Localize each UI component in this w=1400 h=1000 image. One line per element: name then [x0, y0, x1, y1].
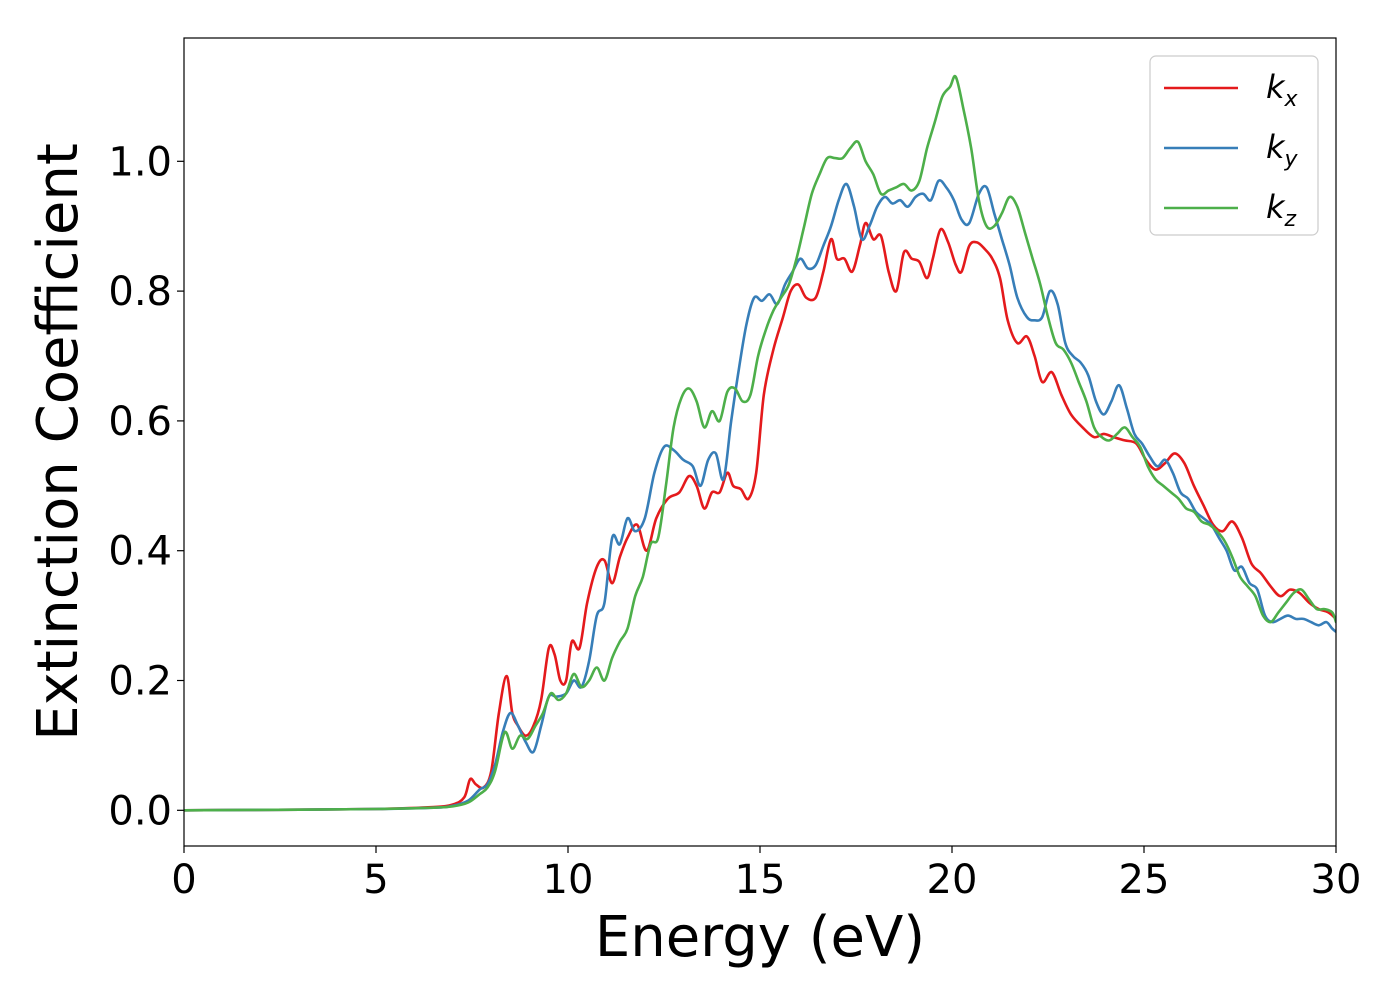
y-tick-label: 0.0 [108, 788, 172, 834]
y-tick-label: 0.2 [108, 659, 172, 705]
x-tick-label: 15 [735, 857, 786, 903]
x-tick-label: 25 [1119, 857, 1170, 903]
series-line-z [184, 74, 1336, 812]
series-line-x [184, 221, 1336, 812]
x-tick-label: 5 [363, 857, 388, 903]
legend-label-x: kx [1266, 68, 1299, 112]
legend-label-z: kz [1266, 188, 1297, 232]
y-tick-label: 1.0 [108, 139, 172, 185]
x-axis-title: Energy (eV) [595, 905, 925, 970]
series-layer [184, 74, 1336, 812]
x-tick-label: 10 [543, 857, 594, 903]
legend: kx ky kz [1149, 55, 1319, 236]
y-axis: 0.0 0.2 0.4 0.6 0.8 1.0 [108, 139, 184, 834]
x-tick-label: 20 [927, 857, 978, 903]
y-axis-title: Extinction Coefficient [26, 143, 91, 741]
y-tick-label: 0.4 [108, 529, 172, 575]
x-tick-label: 30 [1311, 857, 1362, 903]
y-tick-label: 0.8 [108, 269, 172, 315]
x-axis: 0 5 10 15 20 25 30 [171, 846, 1361, 903]
x-tick-label: 0 [171, 857, 196, 903]
y-tick-label: 0.6 [108, 399, 172, 445]
legend-label-y: ky [1266, 128, 1299, 172]
legend-box [1149, 55, 1319, 236]
